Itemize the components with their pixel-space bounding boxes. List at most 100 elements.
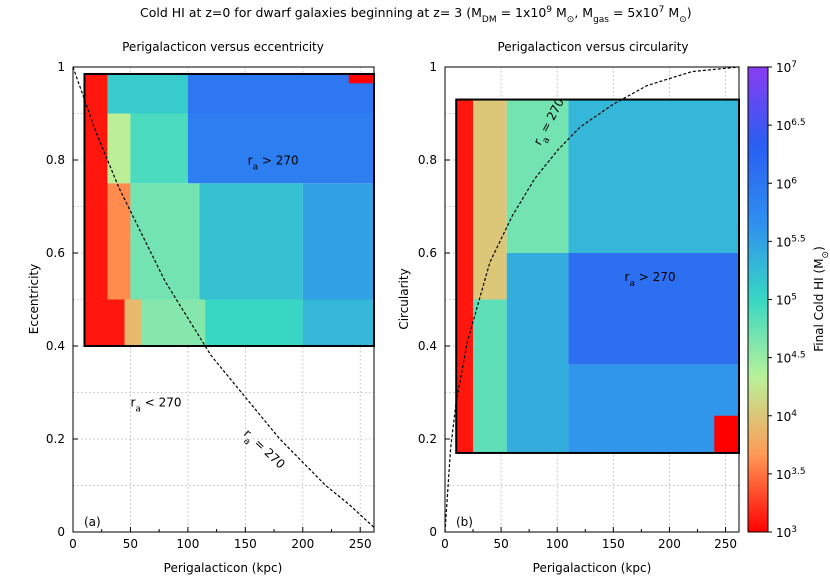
y-tick-label: 0.6 (46, 246, 65, 260)
y-tick-label: 0.2 (418, 432, 437, 446)
heatmap-cell (107, 73, 188, 114)
heatmap-cell (130, 113, 188, 184)
panel-a-heatmap (83, 72, 375, 347)
panel-b: Perigalacticon versus circularity 0 50 100… (397, 40, 740, 575)
y-tick-label: 0.2 (46, 432, 65, 446)
x-tick-label: 0 (441, 537, 449, 551)
panel-a-ticks: 0 50 100 150 200 250 0 0.2 0.4 0.6 0.8 1 (46, 60, 372, 551)
heatmap-cell (107, 113, 131, 184)
heatmap-cell (187, 73, 374, 114)
heatmap-cell (141, 299, 206, 346)
panel-a-ylabel: Eccentricity (27, 264, 41, 334)
x-tick-label: 250 (349, 537, 372, 551)
suptitle-pre: Cold HI at z=0 for dwarf galaxies beginn… (140, 5, 482, 20)
panel-b-ra-curve (444, 66, 740, 533)
heatmap-cell (714, 415, 739, 453)
heatmap-cell (302, 183, 374, 300)
suptitle: Cold HI at z=0 for dwarf galaxies beginn… (140, 5, 692, 25)
suptitle-dm-sub: DM (482, 15, 497, 25)
colorbar-label-post: ) (812, 246, 826, 251)
suptitle-mid5: M (664, 5, 679, 20)
heatmap-cell (187, 113, 374, 184)
heatmap-cell (302, 299, 374, 346)
panel-a-frame (72, 66, 375, 533)
y-tick-label: 0.4 (418, 339, 437, 353)
panel-b-xlabel: Perigalacticon (kpc) (533, 561, 652, 575)
colorbar-tick-label: 105.5 (776, 234, 806, 249)
suptitle-mid2: M (552, 5, 567, 20)
colorbar-tick-label: 107 (776, 60, 797, 75)
suptitle-mid3: , M (574, 5, 593, 20)
y-tick-label: 0 (57, 525, 65, 539)
colorbar-tick-label: 103.5 (776, 467, 806, 482)
colorbar-tick-label: 106.5 (776, 118, 806, 133)
colorbar-label-sun: ⊙ (821, 251, 830, 259)
heatmap-cell (124, 299, 142, 346)
x-tick-label: 150 (602, 537, 625, 551)
colorbar-ticks: 103 103.5 104 104.5 105 105.5 106 106.5 107 (768, 60, 806, 540)
y-tick-label: 1 (57, 60, 65, 74)
heatmap-cell (199, 183, 303, 300)
heatmap-cell (205, 299, 303, 346)
x-tick-label: 50 (123, 537, 138, 551)
y-tick-label: 0.4 (46, 339, 65, 353)
panel-b-heatmap (455, 98, 740, 454)
annotation: ra > 270 (625, 270, 676, 289)
panel-a-label: (a) (84, 515, 101, 529)
suptitle-sun2: ⊙ (679, 15, 687, 25)
colorbar-tick-label: 106 (776, 176, 797, 191)
heatmap-cell (130, 183, 200, 300)
suptitle-gas-exp: 7 (659, 5, 665, 15)
colorbar: 103 103.5 104 104.5 105 105.5 106 106.5 107 Fina… (747, 60, 830, 540)
y-tick-label: 0 (429, 525, 437, 539)
panel-a-title: Perigalacticon versus eccentricity (122, 40, 324, 54)
x-tick-label: 200 (658, 537, 681, 551)
svg-text:Cold HI at z=0 for dwarf galax: Cold HI at z=0 for dwarf galaxies beginn… (140, 5, 692, 25)
panel-a-xlabel: Perigalacticon (kpc) (164, 561, 283, 575)
heatmap-cell (348, 73, 374, 84)
colorbar-tick-label: 104.5 (776, 351, 806, 366)
colorbar-label-pre: Final Cold HI (M (812, 258, 826, 351)
x-tick-label: 0 (69, 537, 77, 551)
x-tick-label: 200 (291, 537, 314, 551)
heatmap-cell (568, 253, 739, 365)
y-tick-label: 1 (429, 60, 437, 74)
suptitle-mid4: = 5x10 (609, 5, 659, 20)
panel-b-label: (b) (456, 515, 473, 529)
colorbar-tick-label: 105 (776, 293, 797, 308)
suptitle-gas-sub: gas (593, 15, 609, 25)
y-tick-label: 0.6 (418, 246, 437, 260)
colorbar-label: Final Cold HI (M⊙) (812, 246, 830, 352)
panel-b-ticks: 0 50 100 150 200 250 0 0.2 0.4 0.6 0.8 1 (418, 60, 737, 551)
suptitle-dm-exp: 9 (546, 5, 552, 15)
heatmap-cell (84, 299, 125, 346)
annotation: ra > 270 (248, 154, 299, 173)
x-tick-label: 250 (714, 537, 737, 551)
x-tick-label: 50 (493, 537, 508, 551)
panel-a: Perigalacticon versus eccentricity 0 50 10… (27, 40, 375, 575)
panel-b-frame (444, 66, 740, 533)
heatmap-cell (506, 253, 569, 453)
y-tick-label: 0.8 (418, 153, 437, 167)
panel-b-ylabel: Circularity (397, 268, 411, 329)
heatmap-cell (473, 299, 507, 453)
suptitle-post: ) (687, 5, 692, 20)
x-tick-label: 100 (546, 537, 569, 551)
heatmap-cell (107, 183, 131, 300)
panel-b-title: Perigalacticon versus circularity (497, 40, 688, 54)
heatmap-cell (568, 99, 739, 253)
heatmap-cell (456, 99, 474, 453)
heatmap-cell (473, 99, 507, 300)
heatmap-cell (506, 99, 569, 253)
colorbar-gradient (747, 66, 769, 533)
colorbar-tick-label: 103 (776, 525, 797, 540)
x-tick-label: 100 (176, 537, 199, 551)
annotation: ra < 270 (130, 395, 181, 414)
series-line (444, 66, 740, 533)
colorbar-tick-label: 104 (776, 409, 797, 424)
y-tick-label: 0.8 (46, 153, 65, 167)
heatmap-cell (568, 364, 739, 453)
suptitle-mid1: = 1x10 (497, 5, 547, 20)
suptitle-sun1: ⊙ (567, 15, 575, 25)
